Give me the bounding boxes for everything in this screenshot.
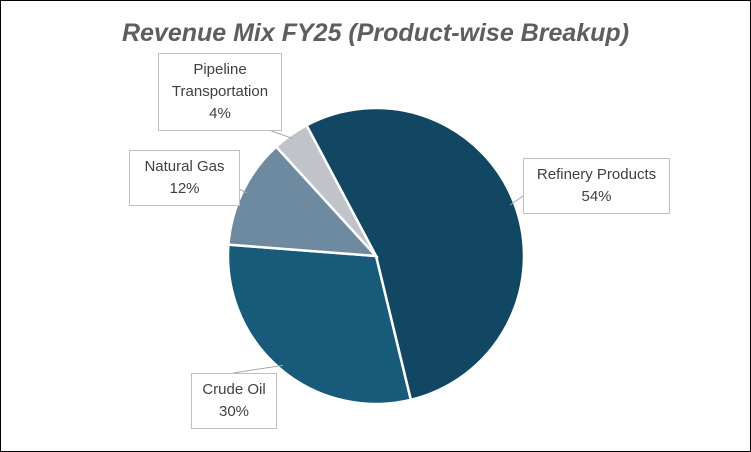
label-value: 12% [169, 180, 200, 197]
data-label: Pipeline Transportation 4% [158, 53, 282, 131]
leader-line [509, 195, 524, 206]
leader-line [238, 188, 248, 194]
data-label: Natural Gas 12% [129, 150, 240, 206]
data-label: Crude Oil 30% [191, 373, 277, 429]
label-category: Refinery Products [536, 166, 657, 183]
pie-slice [274, 123, 378, 257]
label-category: Natural Gas [144, 158, 225, 175]
chart-title: Revenue Mix FY25 (Product-wise Breakup) [121, 19, 630, 47]
label-category: Pipeline Transportation [171, 61, 269, 100]
pie-slice [226, 243, 413, 406]
pie-slice [304, 106, 526, 402]
label-value: 30% [218, 403, 250, 420]
leader-line [232, 364, 284, 374]
label-value: 54% [581, 188, 612, 205]
data-label: Refinery Products 54% [523, 158, 670, 214]
label-category: Crude Oil [202, 381, 266, 398]
label-value: 4% [209, 105, 231, 122]
